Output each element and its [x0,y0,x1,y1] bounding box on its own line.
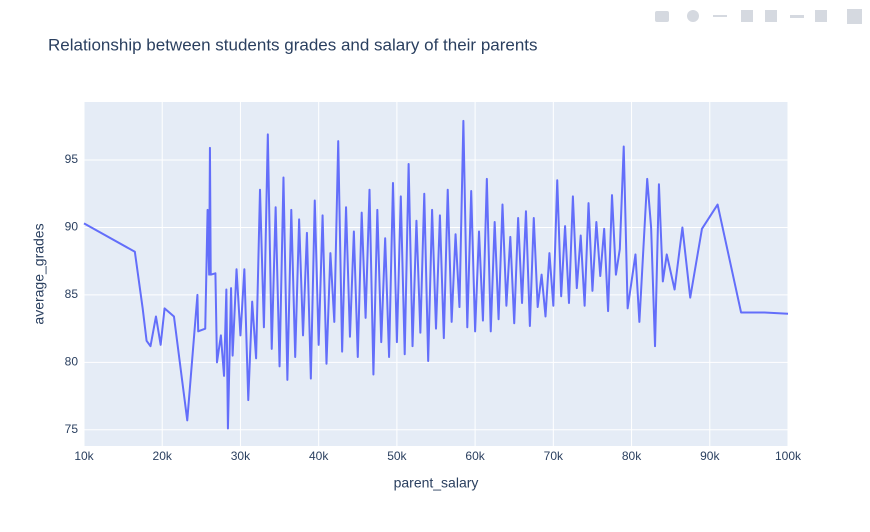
x-tick-label: 70k [544,449,564,463]
zoom-out-icon[interactable] [765,10,777,22]
zoom-in-icon[interactable] [741,10,753,22]
x-axis-label: parent_salary [394,475,479,491]
x-tick-label: 100k [775,449,802,463]
y-tick-label: 95 [65,152,79,166]
y-tick-label: 90 [65,220,79,234]
x-tick-label: 90k [700,449,720,463]
pan-icon[interactable] [713,15,727,17]
line [83,119,789,430]
x-tick-label: 10k [74,449,94,463]
plotly-logo[interactable] [847,9,862,24]
y-tick-label: 85 [65,287,79,301]
x-tick-label: 30k [231,449,251,463]
chart-title: Relationship between students grades and… [48,35,538,54]
reset-icon[interactable] [815,10,827,22]
x-tick-label: 50k [387,449,407,463]
marks [83,119,789,430]
y-tick-label: 75 [65,422,79,436]
modebar[interactable] [655,9,862,24]
autoscale-icon[interactable] [790,15,804,18]
x-tick-label: 20k [153,449,173,463]
y-tick-label: 80 [65,355,79,369]
x-tick-label: 80k [622,449,642,463]
y-axis-label: average_grades [31,223,47,324]
x-tick-label: 40k [309,449,329,463]
zoom-icon[interactable] [687,10,699,22]
x-tick-label: 60k [465,449,485,463]
camera-icon[interactable] [655,11,669,22]
